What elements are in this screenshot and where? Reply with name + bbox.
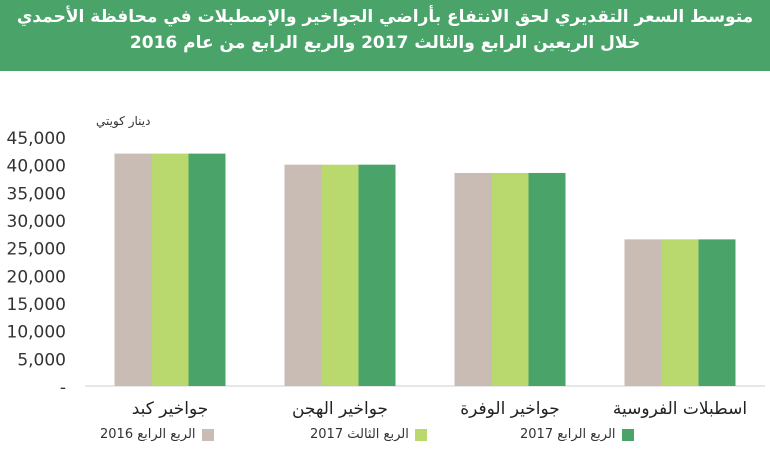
- y-tick-label: 15,000: [7, 295, 66, 315]
- x-category-label: جواخير الهجن: [292, 399, 388, 419]
- bar-chart: - 5,000 10,000 15,000 20,000 25,000 30,000 35,0…: [7, 129, 765, 419]
- chart-title-line2: خلال الربعين الرابع والثالث 2017 والربع …: [129, 33, 641, 53]
- y-tick-label: 45,000: [7, 129, 66, 149]
- y-tick-label: 25,000: [7, 240, 66, 260]
- bar: [698, 239, 736, 386]
- chart-header: متوسط السعر التقديري لحق الانتفاع بأراضي…: [0, 0, 770, 71]
- bar: [624, 239, 662, 386]
- bar: [321, 164, 359, 386]
- y-tick-label: 40,000: [7, 157, 66, 177]
- legend-label: الربع الرابع 2016: [100, 427, 196, 442]
- bar: [358, 164, 396, 386]
- y-tick-label: 20,000: [7, 267, 66, 287]
- legend-swatch: [621, 428, 634, 441]
- y-tick-label: 10,000: [7, 323, 66, 343]
- y-tick-label: 30,000: [7, 212, 66, 232]
- bar: [151, 153, 189, 386]
- legend-swatch: [201, 428, 214, 441]
- y-tick-label: 35,000: [7, 184, 66, 204]
- y-axis-title: دينار كويتي: [96, 114, 151, 128]
- chart-title-line1: متوسط السعر التقديري لحق الانتفاع بأراضي…: [16, 7, 754, 27]
- legend-label: الربع الثالث 2017: [310, 427, 409, 442]
- legend-item: الربع الرابع 2017: [520, 427, 634, 442]
- bar: [491, 172, 529, 386]
- legend-label: الربع الرابع 2017: [520, 427, 616, 442]
- x-category-label: اسطبلات الفروسية: [613, 399, 747, 419]
- legend-item: الربع الرابع 2016: [100, 427, 214, 442]
- bar: [284, 164, 322, 386]
- bar: [454, 172, 492, 386]
- bar: [188, 153, 226, 386]
- x-category-label: جواخير الوفرة: [460, 399, 560, 419]
- bar: [114, 153, 152, 386]
- bar: [661, 239, 699, 386]
- bar: [528, 172, 566, 386]
- legend-swatch: [414, 428, 427, 441]
- y-tick-label: -: [60, 378, 66, 398]
- legend-item: الربع الثالث 2017: [310, 427, 427, 442]
- y-tick-label: 5,000: [17, 350, 66, 370]
- x-category-label: جواخير كبد: [132, 399, 209, 419]
